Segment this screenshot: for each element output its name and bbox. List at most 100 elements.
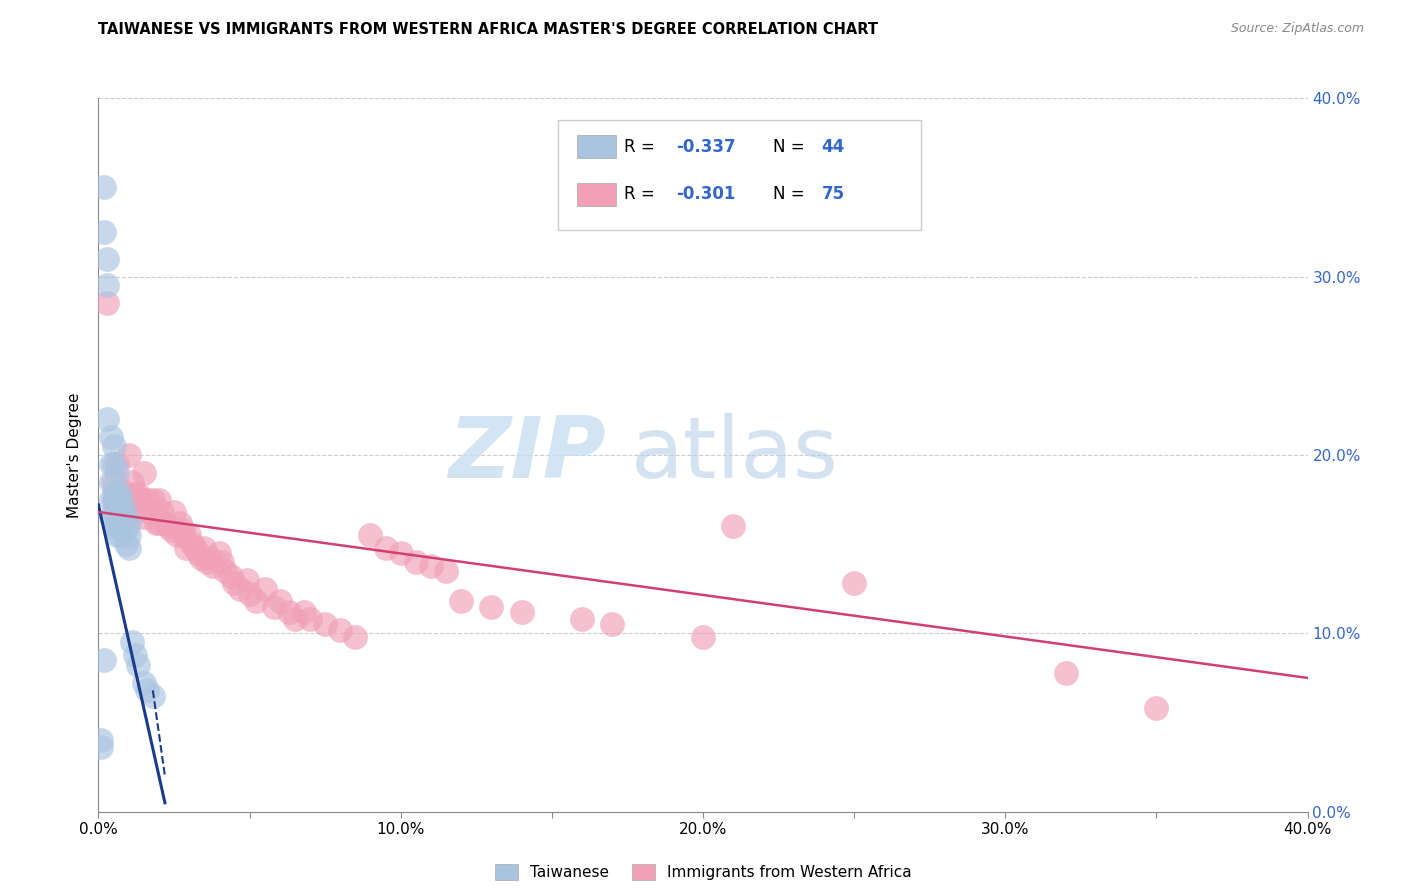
Point — [111, 523, 134, 537]
Point — [156, 519, 179, 533]
Point — [124, 505, 146, 519]
Point — [142, 689, 165, 703]
Point — [277, 605, 299, 619]
Point — [214, 564, 236, 578]
Y-axis label: Master's Degree: Master's Degree — [67, 392, 83, 517]
Point — [153, 516, 176, 530]
Point — [299, 612, 322, 626]
Point — [284, 612, 307, 626]
Point — [93, 225, 115, 239]
Point — [118, 448, 141, 462]
Point — [103, 475, 125, 489]
Point — [239, 587, 262, 601]
Point — [103, 492, 125, 507]
Text: -0.337: -0.337 — [676, 137, 735, 155]
Point — [105, 498, 128, 512]
Point — [127, 487, 149, 501]
Point — [481, 599, 503, 614]
Point — [118, 516, 141, 530]
Point — [103, 492, 125, 507]
Point — [93, 653, 115, 667]
Text: ZIP: ZIP — [449, 413, 606, 497]
Point — [602, 617, 624, 632]
Point — [1144, 701, 1167, 715]
Point — [100, 430, 122, 444]
Text: TAIWANESE VS IMMIGRANTS FROM WESTERN AFRICA MASTER'S DEGREE CORRELATION CHART: TAIWANESE VS IMMIGRANTS FROM WESTERN AFR… — [98, 22, 879, 37]
Point — [132, 676, 155, 690]
Point — [96, 278, 118, 293]
Point — [420, 558, 443, 573]
Point — [150, 505, 173, 519]
Point — [172, 528, 194, 542]
Point — [100, 492, 122, 507]
Point — [121, 475, 143, 489]
Point — [118, 541, 141, 555]
Text: 75: 75 — [821, 186, 845, 203]
Text: N =: N = — [773, 137, 810, 155]
Text: R =: R = — [624, 137, 661, 155]
Point — [208, 546, 231, 560]
Point — [108, 492, 131, 507]
Text: 44: 44 — [821, 137, 845, 155]
Point — [145, 516, 167, 530]
Point — [692, 630, 714, 644]
Point — [90, 740, 112, 755]
Text: N =: N = — [773, 186, 810, 203]
Point — [103, 439, 125, 453]
Point — [344, 630, 367, 644]
Text: Source: ZipAtlas.com: Source: ZipAtlas.com — [1230, 22, 1364, 36]
Point — [166, 528, 188, 542]
Point — [374, 541, 396, 555]
Point — [169, 516, 191, 530]
Point — [200, 551, 222, 566]
Point — [844, 576, 866, 591]
Point — [96, 412, 118, 426]
Point — [103, 457, 125, 471]
Point — [190, 551, 212, 566]
Point — [103, 519, 125, 533]
Text: -0.301: -0.301 — [676, 186, 735, 203]
FancyBboxPatch shape — [578, 136, 616, 158]
Point — [314, 617, 336, 632]
Point — [224, 576, 246, 591]
Point — [202, 558, 225, 573]
Point — [90, 733, 112, 747]
Point — [135, 683, 157, 698]
Point — [105, 528, 128, 542]
Point — [135, 492, 157, 507]
Point — [103, 505, 125, 519]
Point — [105, 510, 128, 524]
Point — [96, 252, 118, 266]
Point — [124, 487, 146, 501]
Legend: Taiwanese, Immigrants from Western Africa: Taiwanese, Immigrants from Western Afric… — [488, 858, 918, 886]
Point — [108, 516, 131, 530]
Point — [111, 483, 134, 498]
Point — [360, 528, 382, 542]
Point — [434, 564, 457, 578]
Point — [121, 635, 143, 649]
Point — [292, 605, 315, 619]
Point — [111, 510, 134, 524]
FancyBboxPatch shape — [578, 183, 616, 206]
Point — [163, 505, 186, 519]
Point — [148, 516, 170, 530]
Point — [723, 519, 745, 533]
Point — [127, 658, 149, 673]
Point — [263, 599, 285, 614]
Point — [174, 541, 197, 555]
Point — [193, 541, 215, 555]
Point — [181, 537, 204, 551]
Point — [160, 523, 183, 537]
Point — [105, 457, 128, 471]
Point — [245, 594, 267, 608]
Text: atlas: atlas — [630, 413, 838, 497]
Point — [96, 296, 118, 310]
Point — [187, 546, 209, 560]
Point — [118, 498, 141, 512]
Point — [129, 492, 152, 507]
Point — [389, 546, 412, 560]
Point — [132, 466, 155, 480]
Point — [111, 498, 134, 512]
Point — [114, 510, 136, 524]
Point — [100, 510, 122, 524]
